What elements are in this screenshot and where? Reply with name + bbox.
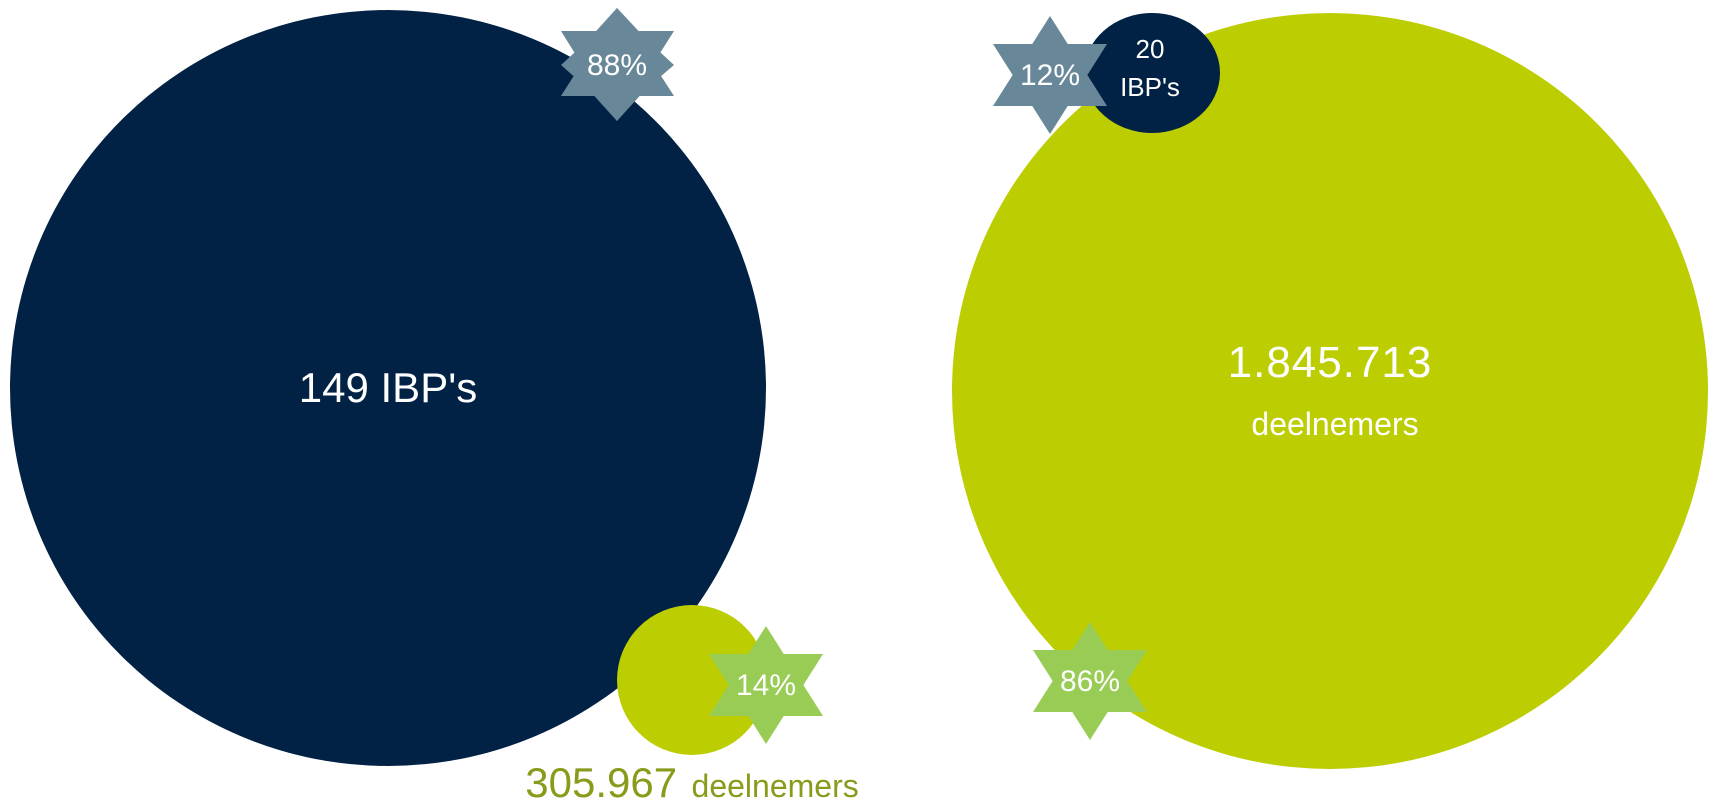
left-small-star-icon — [709, 626, 823, 744]
right-bottom-star-icon — [1033, 622, 1147, 740]
left-main-circle — [10, 10, 766, 766]
left-top-star-label: 88% — [587, 49, 647, 82]
left-small-star-label: 14% — [736, 669, 796, 702]
right-top-star-label: 12% — [1020, 59, 1080, 92]
right-bottom-star-label: 86% — [1060, 665, 1120, 698]
right-main-unit: deelnemers — [1251, 406, 1418, 442]
left-group: 149 IBP's 88% 14% 305.967 deelnemers — [10, 8, 859, 802]
left-small-circle-value: 305.967 — [525, 759, 677, 802]
right-small-circle-line1: 20 — [1136, 34, 1165, 64]
left-top-star-icon — [561, 8, 674, 121]
right-small-circle — [1084, 13, 1220, 133]
left-small-circle-unit: deelnemers — [692, 768, 859, 802]
left-small-circle — [617, 605, 767, 755]
left-main-circle-label: 149 IBP's — [299, 364, 477, 411]
right-main-circle — [952, 13, 1708, 769]
left-small-circle-caption: 305.967 deelnemers — [525, 759, 858, 802]
right-top-star-icon — [993, 16, 1107, 134]
right-main-value: 1.845.713 — [1228, 338, 1433, 387]
right-group: 1.845.713 deelnemers 20 IBP's 12% 86% — [952, 13, 1708, 769]
right-small-circle-line2: IBP's — [1120, 72, 1180, 102]
